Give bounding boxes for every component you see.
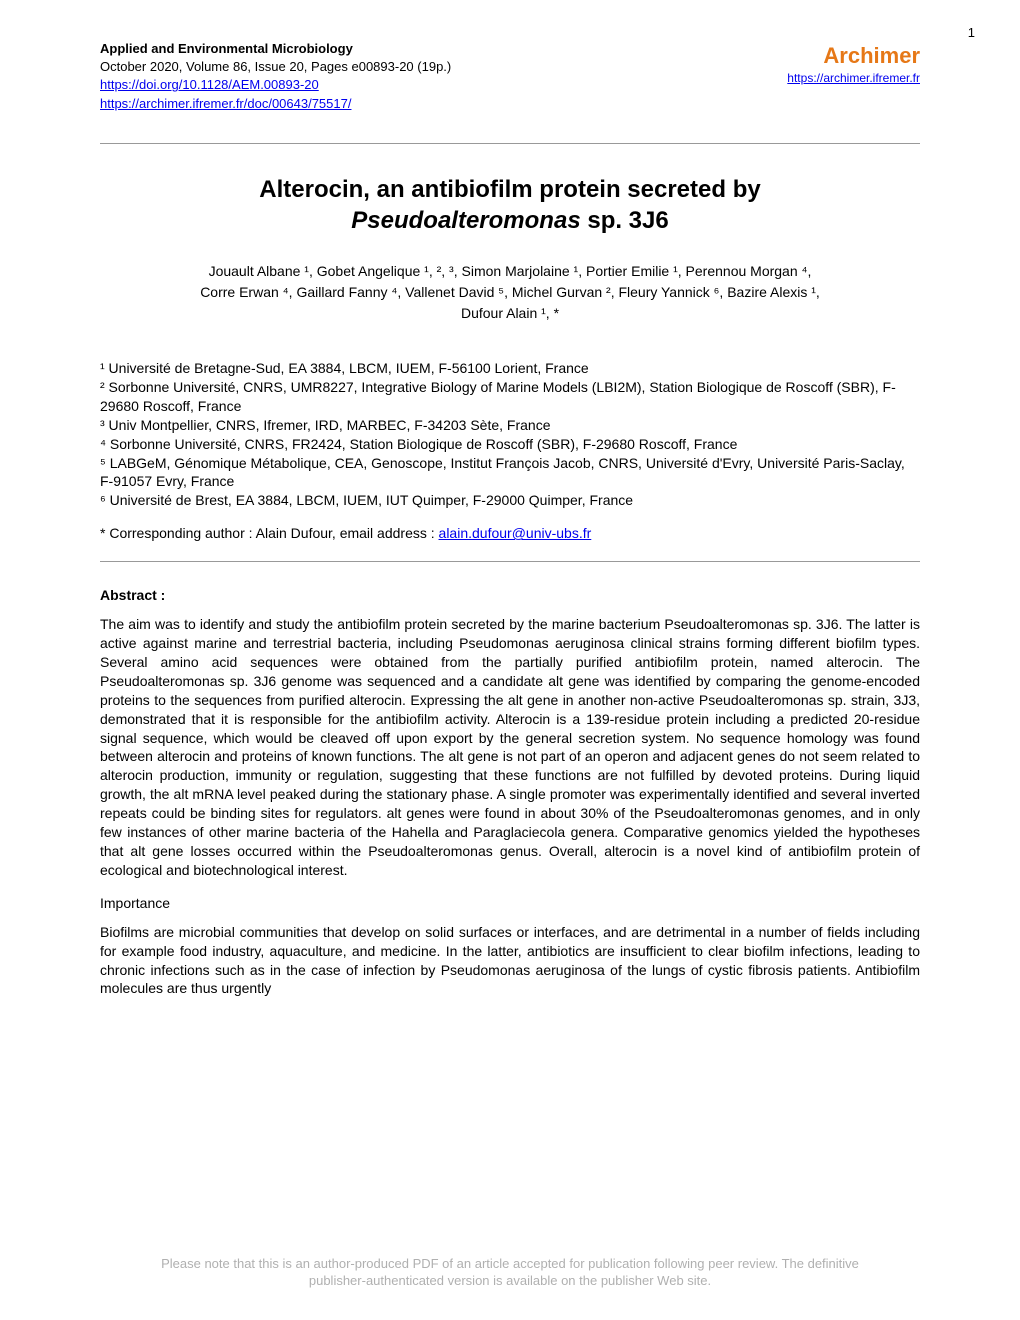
title-line1: Alterocin, an antibiofilm protein secret… [259, 176, 760, 203]
corresponding-prefix: * Corresponding author : Alain Dufour, e… [100, 525, 439, 541]
importance-heading: Importance [100, 895, 920, 911]
affiliation-6: ⁶ Université de Brest, EA 3884, LBCM, IU… [100, 491, 920, 510]
affiliation-1: ¹ Université de Bretagne-Sud, EA 3884, L… [100, 359, 920, 378]
affiliation-5: ⁵ LABGeM, Génomique Métabolique, CEA, Ge… [100, 454, 920, 492]
footer-line2: publisher-authenticated version is avail… [309, 1273, 711, 1288]
archive-link[interactable]: https://archimer.ifremer.fr/doc/00643/75… [100, 96, 351, 111]
title-italic: Pseudoalteromonas [351, 207, 580, 234]
affiliation-2: ² Sorbonne Université, CNRS, UMR8227, In… [100, 378, 920, 416]
footer-line1: Please note that this is an author-produ… [161, 1256, 859, 1271]
abstract-heading: Abstract : [100, 587, 920, 603]
authors-line1: Jouault Albane ¹, Gobet Angelique ¹, ², … [209, 263, 812, 279]
authors-line2: Corre Erwan ⁴, Gaillard Fanny ⁴, Vallene… [200, 284, 820, 300]
affiliation-3: ³ Univ Montpellier, CNRS, Ifremer, IRD, … [100, 416, 920, 435]
issue-info: October 2020, Volume 86, Issue 20, Pages… [100, 58, 787, 76]
divider-mid [100, 561, 920, 562]
corresponding-email[interactable]: alain.dufour@univ-ubs.fr [439, 525, 592, 541]
archimer-title: Archimer [787, 43, 920, 69]
importance-text: Biofilms are microbial communities that … [100, 923, 920, 999]
authors-block: Jouault Albane ¹, Gobet Angelique ¹, ², … [100, 261, 920, 324]
affiliation-4: ⁴ Sorbonne Université, CNRS, FR2424, Sta… [100, 435, 920, 454]
article-title: Alterocin, an antibiofilm protein secret… [100, 174, 920, 236]
header-section: Applied and Environmental Microbiology O… [100, 40, 920, 113]
title-rest: sp. 3J6 [581, 207, 669, 234]
archimer-block: Archimer https://archimer.ifremer.fr [787, 43, 920, 87]
page-container: Applied and Environmental Microbiology O… [0, 0, 1020, 1038]
archimer-link[interactable]: https://archimer.ifremer.fr [787, 71, 920, 85]
abstract-text: The aim was to identify and study the an… [100, 615, 920, 879]
journal-info: Applied and Environmental Microbiology O… [100, 40, 787, 113]
journal-name: Applied and Environmental Microbiology [100, 40, 787, 58]
doi-link[interactable]: https://doi.org/10.1128/AEM.00893-20 [100, 77, 319, 92]
corresponding-author: * Corresponding author : Alain Dufour, e… [100, 525, 920, 541]
affiliations-block: ¹ Université de Bretagne-Sud, EA 3884, L… [100, 359, 920, 510]
authors-line3: Dufour Alain ¹, * [461, 305, 559, 321]
footer-note: Please note that this is an author-produ… [0, 1256, 1020, 1290]
divider-top [100, 143, 920, 144]
